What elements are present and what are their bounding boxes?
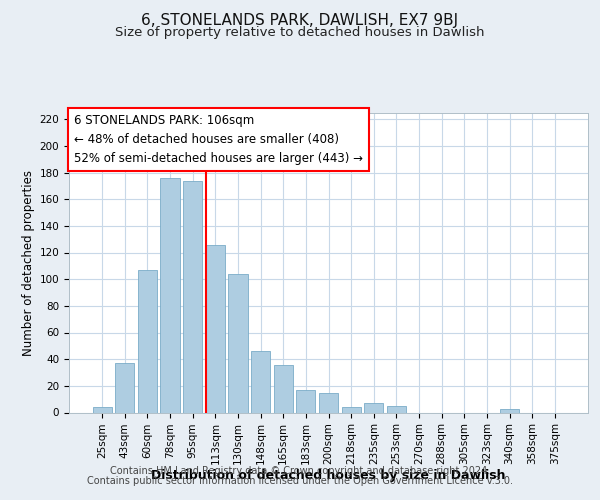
Text: Size of property relative to detached houses in Dawlish: Size of property relative to detached ho… — [115, 26, 485, 39]
Bar — [387, 406, 406, 412]
Bar — [183, 180, 202, 412]
Text: Contains HM Land Registry data © Crown copyright and database right 2024.: Contains HM Land Registry data © Crown c… — [110, 466, 490, 476]
Bar — [160, 178, 180, 412]
Bar — [115, 363, 134, 412]
Bar — [92, 407, 112, 412]
Y-axis label: Number of detached properties: Number of detached properties — [22, 170, 35, 356]
Bar — [296, 390, 316, 412]
Bar — [364, 403, 383, 412]
Bar — [138, 270, 157, 412]
Text: Contains public sector information licensed under the Open Government Licence v.: Contains public sector information licen… — [87, 476, 513, 486]
Bar — [500, 408, 519, 412]
X-axis label: Distribution of detached houses by size in Dawlish: Distribution of detached houses by size … — [151, 468, 506, 481]
Text: 6 STONELANDS PARK: 106sqm
← 48% of detached houses are smaller (408)
52% of semi: 6 STONELANDS PARK: 106sqm ← 48% of detac… — [74, 114, 363, 165]
Bar — [229, 274, 248, 412]
Bar — [274, 364, 293, 412]
Bar — [206, 244, 225, 412]
Bar — [319, 392, 338, 412]
Bar — [251, 351, 270, 412]
Bar — [341, 407, 361, 412]
Text: 6, STONELANDS PARK, DAWLISH, EX7 9BJ: 6, STONELANDS PARK, DAWLISH, EX7 9BJ — [142, 12, 458, 28]
